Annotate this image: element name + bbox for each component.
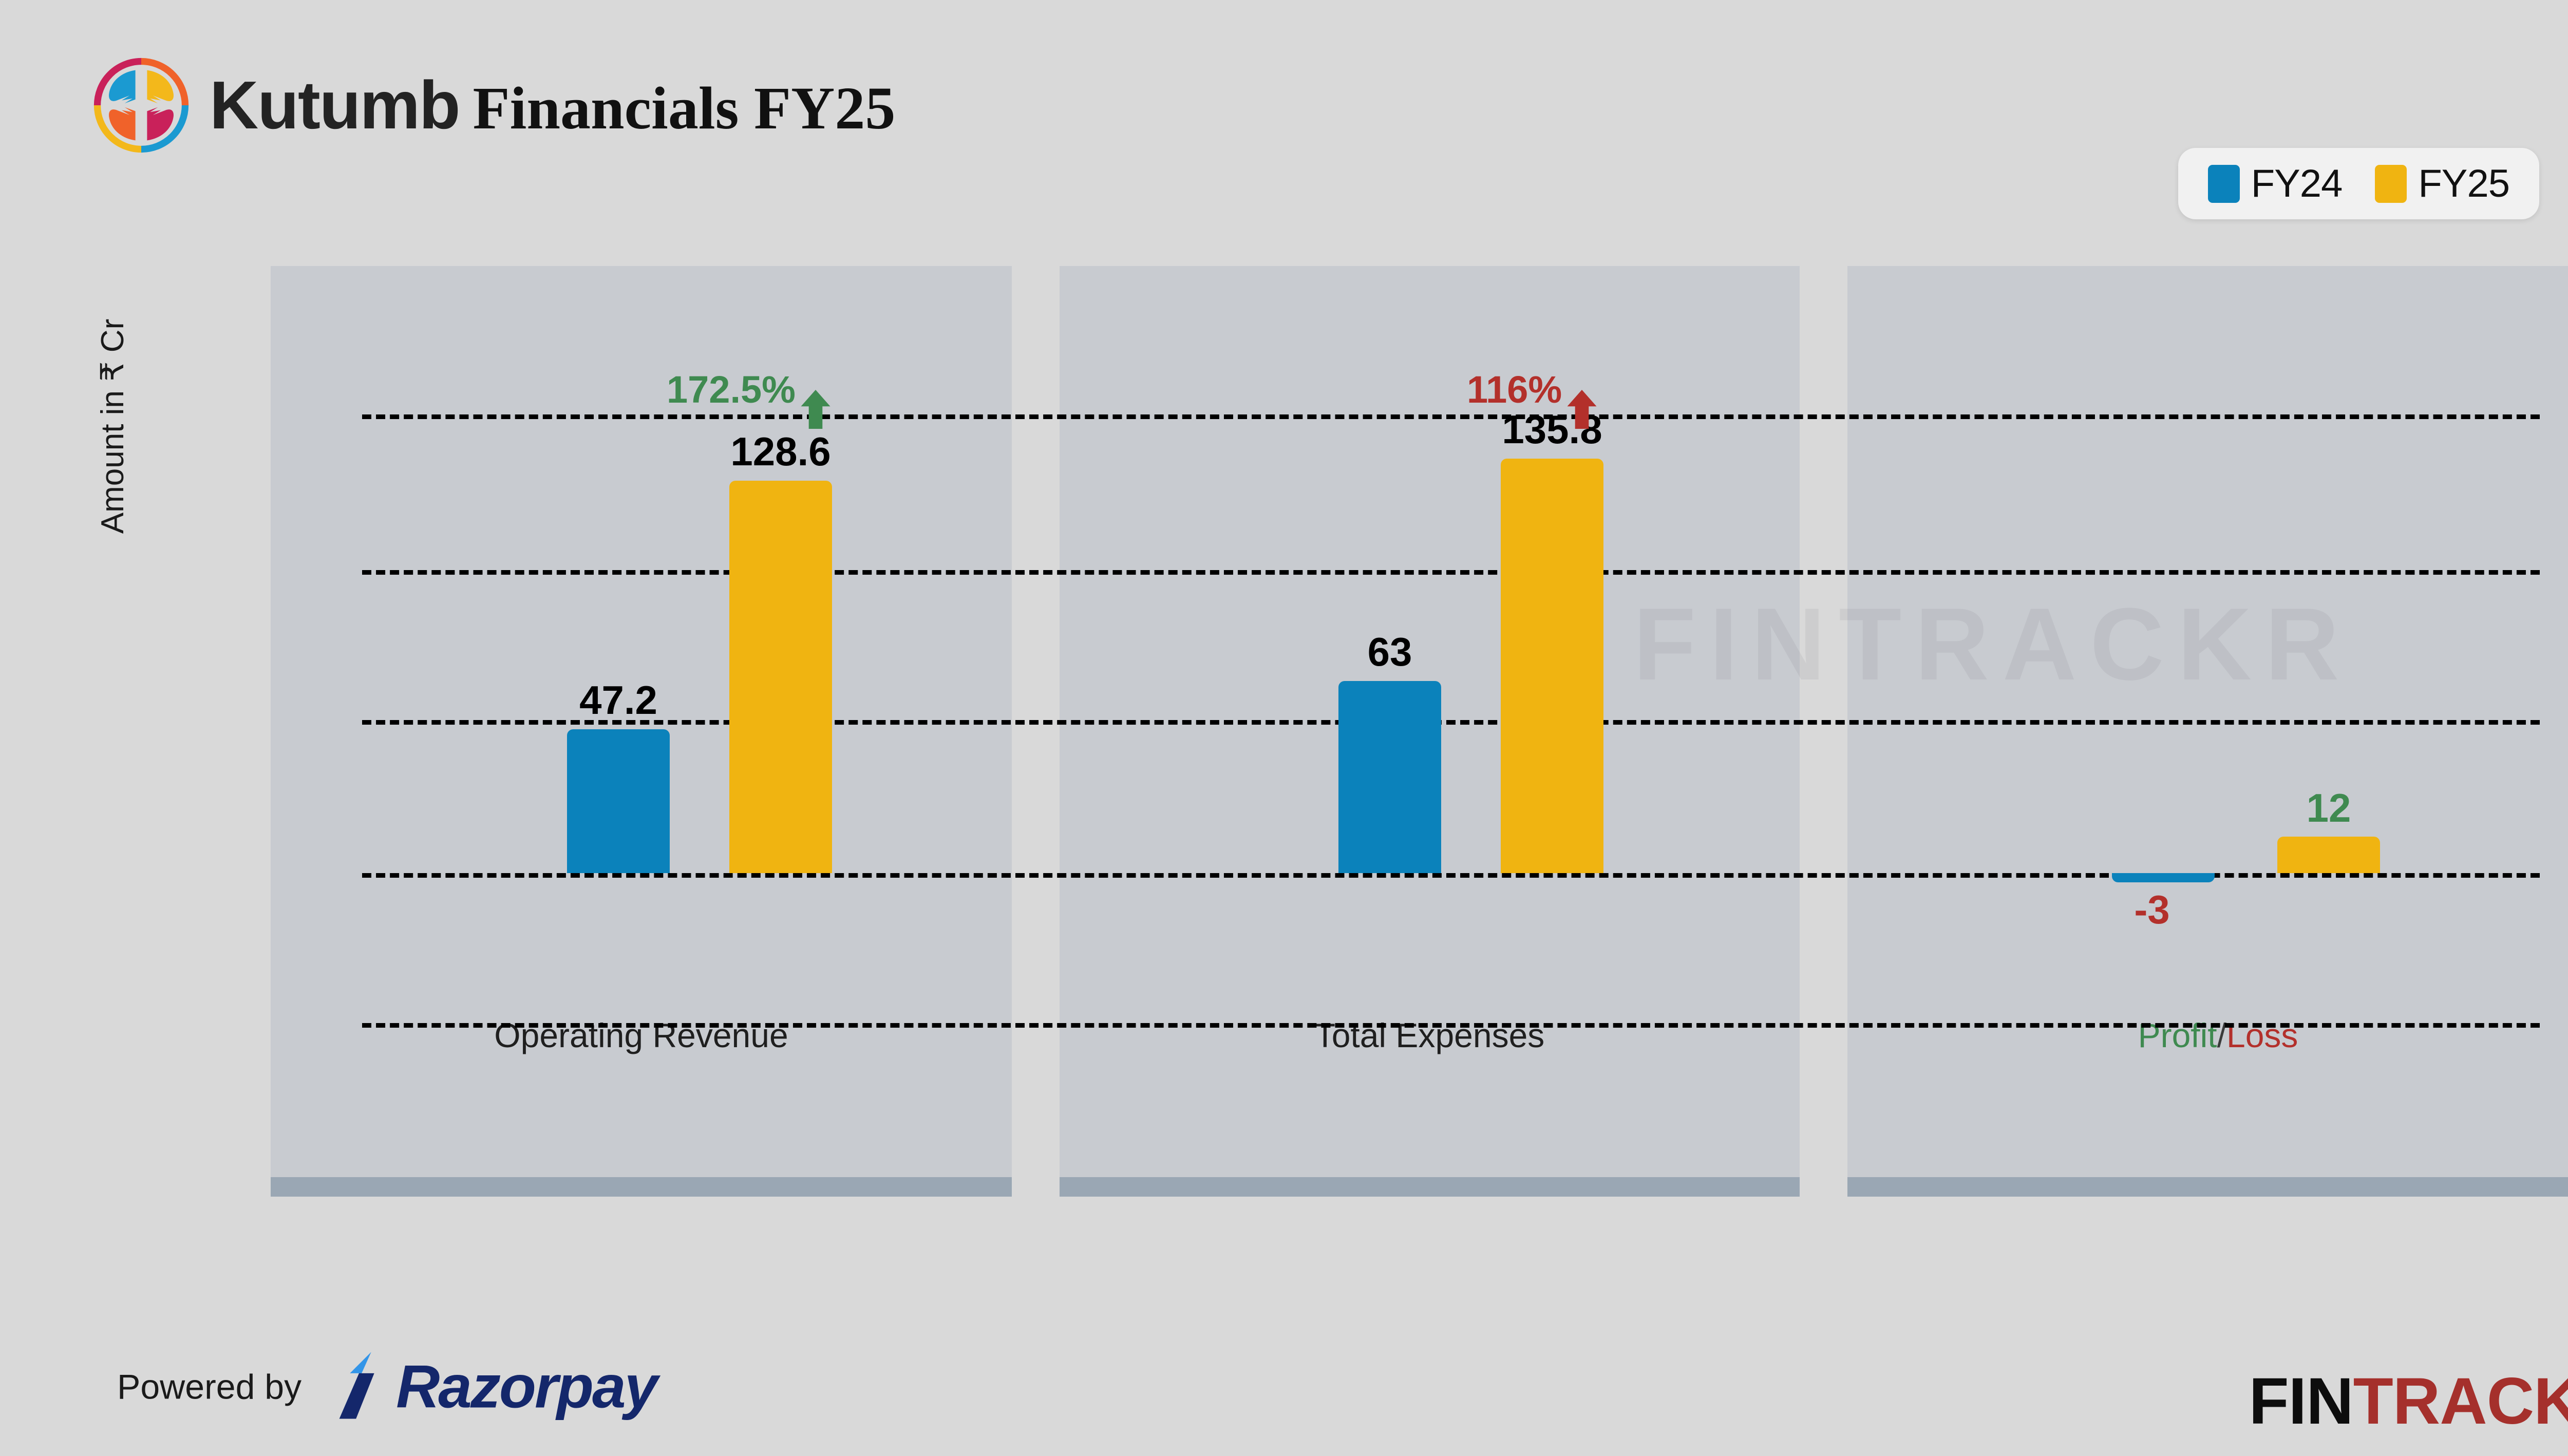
panel-total-expenses: Total Expenses (1060, 266, 1800, 1197)
panel-floor (1060, 1177, 1800, 1197)
panel-floor (271, 1177, 1012, 1197)
growth-badge-operating-revenue: 172.5% (667, 368, 830, 429)
panel-floor (1847, 1177, 2568, 1197)
bar-fy25-profit-loss[interactable] (2277, 837, 2380, 873)
legend-label-fy25: FY25 (2418, 162, 2510, 205)
fintrackr-logo: FINTRACKR (2249, 1369, 2568, 1434)
category-label-operating-revenue: Operating Revenue (494, 1016, 788, 1054)
label-separator: / (2217, 1016, 2226, 1054)
legend-item-fy24[interactable]: FY24 (2207, 161, 2343, 206)
kutumb-circular-hands-logo-icon (92, 56, 190, 154)
bar-fy25-operating-revenue[interactable] (729, 481, 832, 873)
category-label-total-expenses: Total Expenses (1314, 1016, 1545, 1054)
bar-fy24-operating-revenue[interactable] (567, 729, 670, 873)
gridline (362, 414, 2540, 419)
bar-value-fy25-total-expenses: 135.8 (1502, 407, 1602, 452)
chart-legend: FY24 FY25 (2178, 148, 2539, 219)
gridline (362, 570, 2540, 575)
brand-name: Kutumb (210, 67, 461, 143)
gridline (362, 720, 2540, 725)
powered-by-block: Powered by Razorpay (117, 1352, 658, 1422)
category-label-profit-loss: Profit/Loss (1847, 1016, 2568, 1055)
gridline (362, 1023, 2540, 1028)
page-title: Financials FY25 (473, 74, 896, 142)
fintrackr-watermark: FINTRACKR (1633, 587, 2353, 702)
powered-by-text: Powered by (117, 1367, 302, 1406)
bar-value-fy24-profit-loss: -3 (2134, 887, 2170, 932)
legend-label-fy24: FY24 (2251, 162, 2343, 205)
growth-badge-total-expenses: 116% (1467, 368, 1597, 429)
title-block: Kutumb Financials FY25 (210, 71, 895, 139)
fintrackr-trackr-text: TRACKR (2353, 1365, 2568, 1438)
panel-operating-revenue: Operating Revenue (271, 266, 1012, 1197)
growth-value-operating-revenue: 172.5% (667, 368, 796, 411)
bar-fy24-profit-loss[interactable] (2112, 873, 2215, 882)
bar-value-fy25-profit-loss: 12 (2306, 785, 2351, 830)
bar-value-fy25-operating-revenue: 128.6 (730, 429, 831, 474)
fintrackr-fin-text: FIN (2249, 1365, 2353, 1438)
bar-value-fy24-operating-revenue: 47.2 (579, 677, 657, 723)
legend-swatch-fy24-icon (2207, 164, 2240, 203)
panel-profit-loss: Profit/Loss (1847, 266, 2568, 1197)
razorpay-slash-mark-icon (331, 1352, 393, 1422)
razorpay-logo: Razorpay (331, 1352, 658, 1422)
y-axis-label: Amount in ₹ Cr (95, 318, 130, 534)
gridline-zero-baseline (362, 873, 2540, 878)
bar-fy25-total-expenses[interactable] (1501, 459, 1603, 873)
page-header: Kutumb Financials FY25 (92, 56, 895, 154)
legend-swatch-fy25-icon (2375, 164, 2407, 203)
bar-fy24-total-expenses[interactable] (1338, 681, 1441, 873)
growth-value-total-expenses: 116% (1467, 368, 1562, 411)
label-loss: Loss (2226, 1016, 2298, 1054)
label-profit: Profit (2138, 1016, 2217, 1054)
razorpay-wordmark: Razorpay (396, 1353, 658, 1421)
bar-value-fy24-total-expenses: 63 (1367, 629, 1412, 674)
legend-item-fy25[interactable]: FY25 (2375, 161, 2510, 206)
